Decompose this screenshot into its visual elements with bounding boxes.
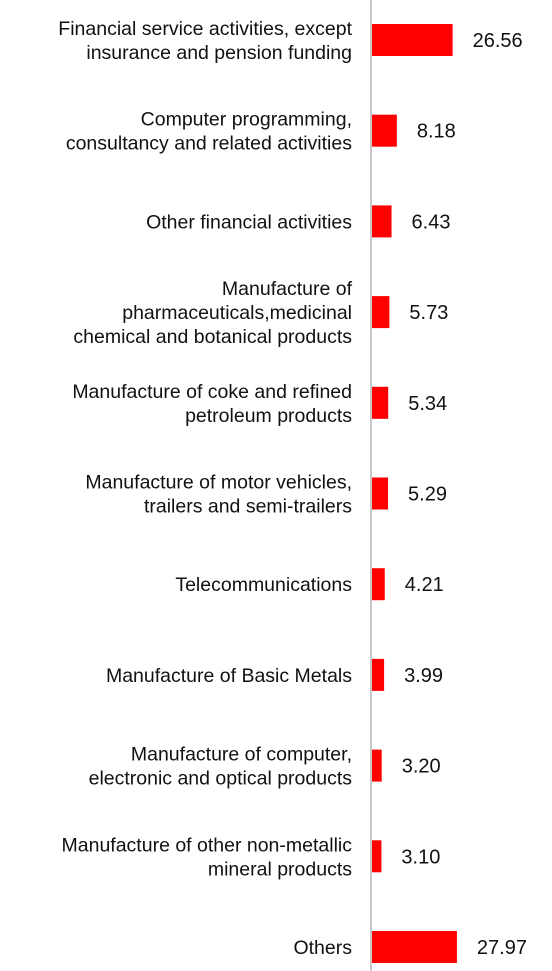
category-label-line: Manufacture of [222, 278, 353, 300]
bar-10 [372, 840, 382, 873]
bars-group [372, 24, 457, 963]
value-label-4: 5.73 [409, 302, 448, 324]
category-label-line: Others [293, 937, 352, 959]
category-labels-group: Financial service activities, except insu… [58, 18, 352, 959]
value-label-5: 5.34 [408, 393, 447, 415]
category-label-line: Manufacture of Basic Metals [106, 665, 352, 687]
bar-11 [372, 931, 457, 963]
category-label-line: mineral products [208, 858, 352, 880]
category-label-line: electronic and optical products [89, 768, 353, 790]
value-label-6: 5.29 [408, 484, 447, 506]
category-label-line: consultancy and related activities [66, 133, 352, 155]
category-label-line: Telecommunications [175, 574, 352, 596]
category-label-7: Telecommunications [175, 574, 352, 596]
bar-6 [372, 477, 389, 510]
value-label-2: 8.18 [417, 121, 456, 143]
category-label-line: Manufacture of other non-metallic [62, 834, 353, 856]
category-label-1: Financial service activities, except insu… [58, 18, 352, 64]
category-label-2: Computer programming, consultancy and rel… [66, 109, 352, 155]
category-label-3: Other financial activities [146, 211, 352, 233]
category-label-line: Other financial activities [146, 211, 352, 233]
category-label-line: Manufacture of motor vehicles, [85, 472, 352, 494]
bar-9 [372, 749, 382, 782]
category-label-line: trailers and semi-trailers [144, 496, 352, 518]
value-label-11: 27.97 [477, 937, 527, 959]
value-labels-group: 26.56 8.18 6.43 5.73 5.34 5.29 4.21 3.99 3.20 3.1… [401, 30, 527, 959]
category-label-line: Financial service activities, except [58, 18, 352, 40]
category-label-11: Others [293, 937, 352, 959]
bar-2 [372, 114, 397, 147]
category-label-9: Manufacture of computer, electronic and o… [89, 744, 353, 790]
category-label-line: chemical and botanical products [73, 326, 352, 348]
category-label-line: insurance and pension funding [86, 42, 352, 64]
value-label-9: 3.20 [402, 756, 441, 778]
category-label-line: Manufacture of coke and refined [72, 381, 352, 403]
value-label-3: 6.43 [412, 211, 451, 233]
category-label-5: Manufacture of coke and refined petroleum… [72, 381, 352, 427]
bar-3 [372, 205, 392, 238]
value-label-8: 3.99 [404, 665, 443, 687]
category-label-6: Manufacture of motor vehicles, trailers a… [85, 472, 352, 518]
bar-1 [372, 24, 453, 56]
category-label-line: petroleum products [185, 405, 352, 427]
value-label-1: 26.56 [473, 30, 523, 52]
bar-8 [372, 658, 385, 691]
category-label-4: Manufacture of pharmaceuticals,medicinal c… [73, 278, 352, 348]
bar-5 [372, 386, 389, 419]
bar-4 [372, 296, 390, 329]
category-label-10: Manufacture of other non-metallic mineral… [62, 834, 353, 880]
category-label-line: pharmaceuticals,medicinal [122, 302, 352, 324]
category-label-line: Computer programming, [141, 109, 352, 131]
category-label-8: Manufacture of Basic Metals [106, 665, 352, 687]
value-label-7: 4.21 [405, 574, 444, 596]
bar-7 [372, 568, 385, 601]
value-label-10: 3.10 [401, 846, 440, 868]
category-label-line: Manufacture of computer, [131, 744, 352, 766]
